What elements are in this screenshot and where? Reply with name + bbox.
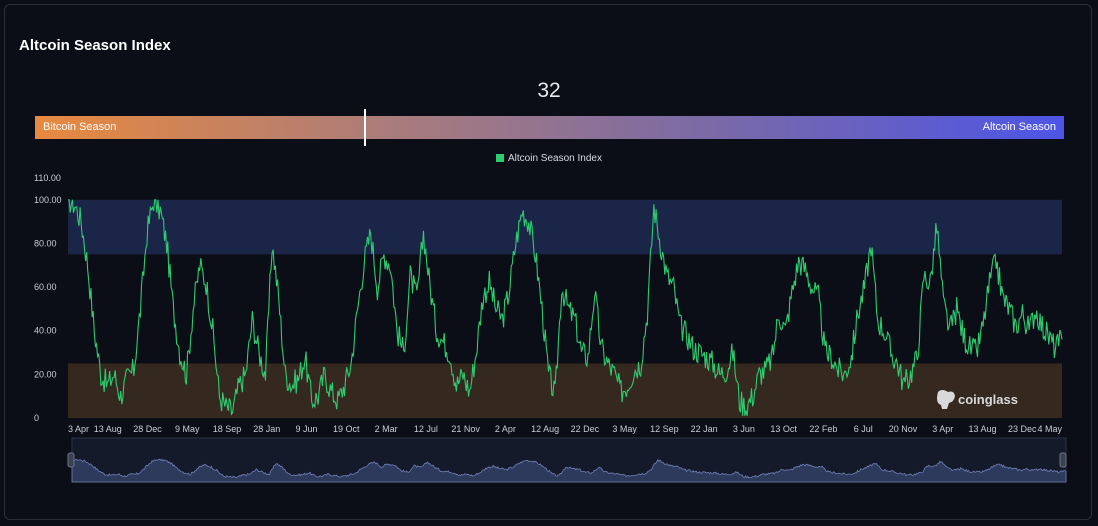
altcoin-season-label: Altcoin Season xyxy=(982,121,1056,133)
bitcoin-season-label: Bitcoin Season xyxy=(43,121,117,133)
y-tick-label: 60.00 xyxy=(34,282,57,292)
x-tick-label: 12 Jul xyxy=(414,424,438,434)
y-tick-label: 100.00 xyxy=(34,195,62,205)
navigator-series xyxy=(71,458,1067,483)
x-tick-label: 2 Mar xyxy=(375,424,398,434)
x-tick-label: 20 Nov xyxy=(889,424,918,434)
altcoin-season-band xyxy=(68,199,1062,255)
legend-label[interactable]: Altcoin Season Index xyxy=(508,153,602,164)
x-tick-label: 22 Jan xyxy=(691,424,718,434)
legend-swatch xyxy=(496,154,505,162)
coinglass-logo-icon xyxy=(937,390,955,409)
x-tick-label: 22 Feb xyxy=(809,424,837,434)
x-tick-label: 22 Dec xyxy=(571,424,600,434)
x-tick-label: 19 Oct xyxy=(333,424,360,434)
navigator-left-handle[interactable] xyxy=(67,452,75,468)
navigator-right-handle[interactable] xyxy=(1059,452,1067,468)
x-tick-label: 3 Apr xyxy=(68,424,89,434)
x-tick-label: 2 Apr xyxy=(495,424,516,434)
x-tick-label: 28 Dec xyxy=(133,424,162,434)
x-tick-label: 9 Jun xyxy=(296,424,318,434)
x-tick-label: 13 Aug xyxy=(968,424,996,434)
x-tick-label: 28 Jan xyxy=(253,424,280,434)
x-tick-label: 6 Jul xyxy=(854,424,873,434)
watermark-text: coinglass xyxy=(958,392,1018,407)
x-tick-label: 18 Sep xyxy=(213,424,242,434)
x-tick-label: 23 Dec xyxy=(1008,424,1037,434)
chart-legend[interactable]: Altcoin Season Index xyxy=(5,153,1093,164)
x-tick-label: 3 Jun xyxy=(733,424,755,434)
y-tick-label: 80.00 xyxy=(34,238,57,248)
x-tick-label: 4 May xyxy=(1037,424,1062,434)
x-tick-label: 21 Nov xyxy=(451,424,480,434)
x-tick-label: 13 Oct xyxy=(770,424,797,434)
y-tick-label: 20.00 xyxy=(34,369,57,379)
y-tick-label: 40.00 xyxy=(34,326,57,336)
y-tick-label: 110.00 xyxy=(34,173,61,183)
x-tick-label: 3 May xyxy=(612,424,637,434)
x-tick-label: 12 Sep xyxy=(650,424,679,434)
x-tick-label: 3 Apr xyxy=(932,424,953,434)
x-tick-label: 9 May xyxy=(175,424,200,434)
season-gauge-bar: Bitcoin Season Altcoin Season xyxy=(35,109,1064,146)
x-tick-label: 13 Aug xyxy=(94,424,122,434)
index-line xyxy=(68,199,1063,416)
x-tick-label: 12 Aug xyxy=(531,424,559,434)
coinglass-watermark: coinglass xyxy=(937,390,1018,409)
bitcoin-season-band xyxy=(68,363,1062,418)
chart-title: Altcoin Season Index xyxy=(19,37,171,54)
gauge-marker xyxy=(364,109,367,146)
current-index-value: 32 xyxy=(537,79,561,102)
y-tick-label: 0 xyxy=(34,413,39,423)
chart-card: Altcoin Season Index 32 Bitcoin Season A… xyxy=(4,4,1092,520)
